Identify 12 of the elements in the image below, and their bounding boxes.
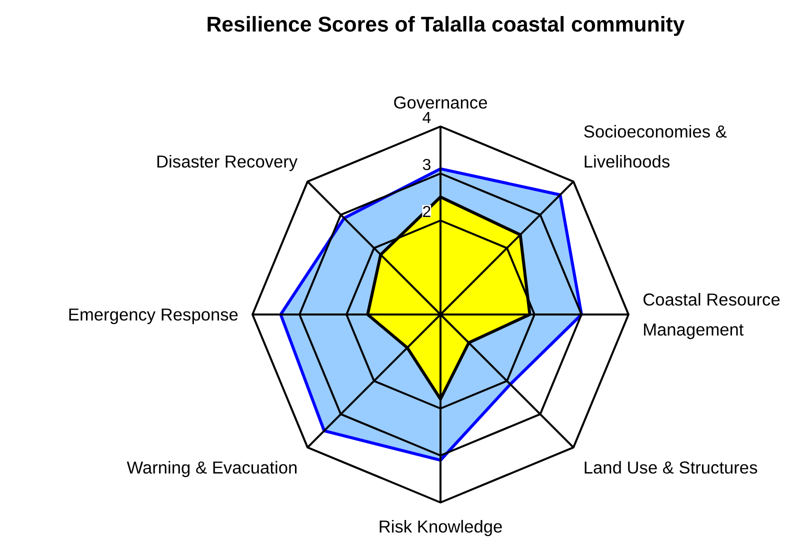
spoke-label: Disaster Recovery (156, 152, 298, 172)
spoke-label: Emergency Response (68, 304, 238, 324)
spoke-label: Governance (393, 92, 488, 112)
spoke-label: Warning & Evacuation (126, 457, 298, 478)
chart-title: Resilience Scores of Talalla coastal community (206, 12, 685, 36)
y-tick-label: 3 (422, 157, 432, 174)
spoke-label: Socioeconomies & Livelihoods (583, 122, 728, 172)
y-tick-label: 2 (422, 204, 432, 222)
spoke-label: Land Use & Structures (583, 457, 758, 478)
spoke-label: Coastal Resource Management (642, 290, 780, 340)
spoke-label: Risk Knowledge (378, 516, 503, 537)
y-tick-label: 4 (422, 110, 432, 128)
